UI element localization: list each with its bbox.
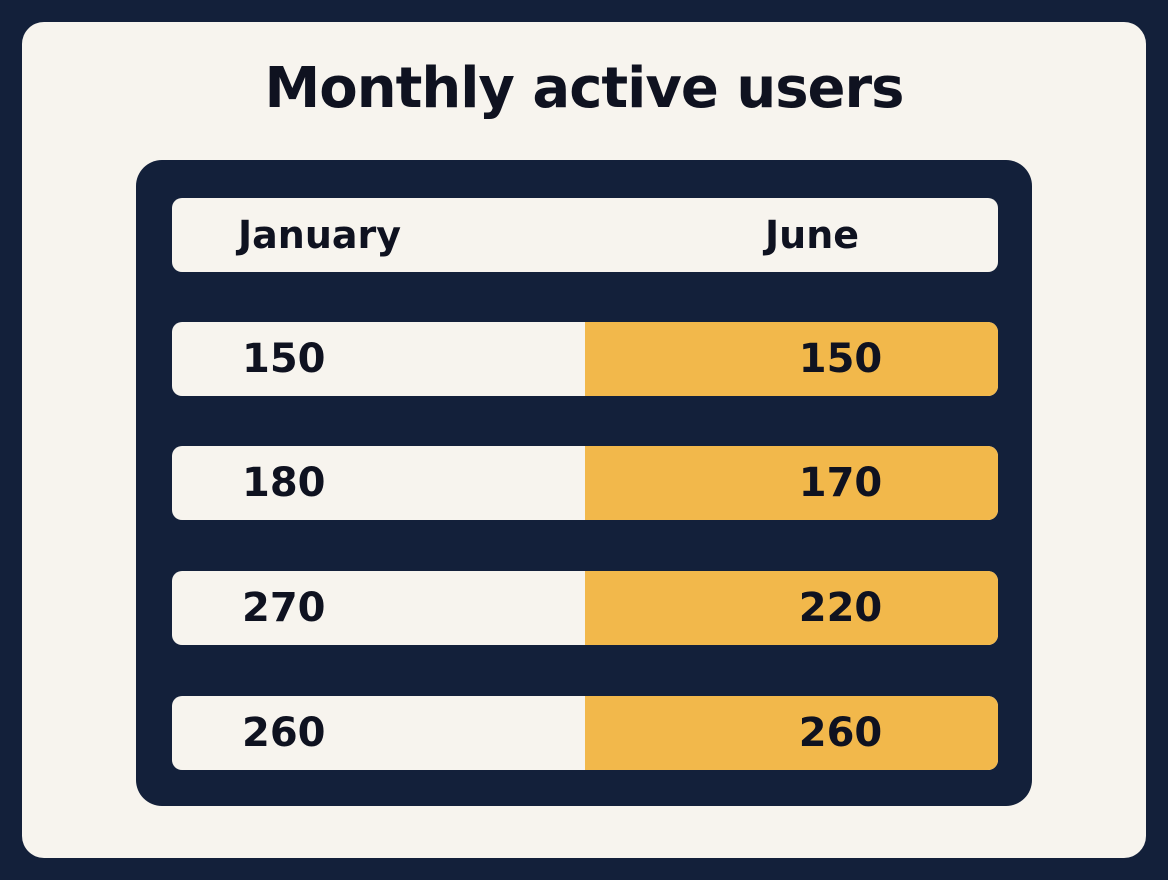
title: Monthly active users [264,56,905,121]
row: 270 220 [172,571,998,645]
cell: 150 [242,336,326,382]
row: 260 260 [172,696,998,770]
row: 180 170 [172,446,998,520]
header-row: January June [172,198,998,272]
cell: 150 [585,322,998,396]
header-cell: June [765,213,860,257]
cell: 260 [242,710,326,756]
cell: 170 [585,446,998,520]
header-cell: January [238,213,402,257]
table: January June 150 150 180 170 270 220 260… [136,160,1032,806]
cell: 260 [585,696,998,770]
cell: 220 [585,571,998,645]
cell: 180 [242,460,326,506]
cell: 270 [242,585,326,631]
row: 150 150 [172,322,998,396]
